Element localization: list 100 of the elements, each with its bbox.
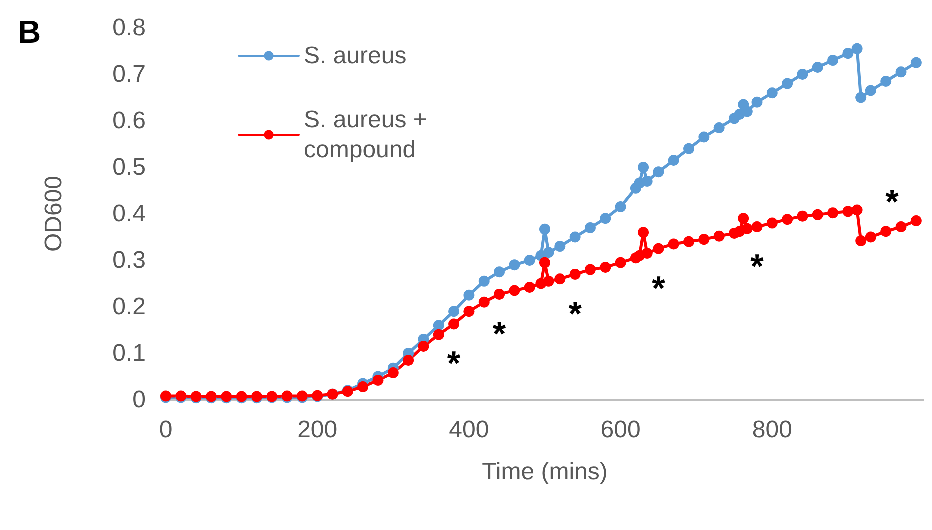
point: [797, 69, 808, 80]
text: B: [18, 14, 42, 50]
x-tick-label: 200: [298, 416, 338, 444]
y-tick-label: 0.2: [112, 294, 146, 320]
y-tick-label: 0.6: [112, 108, 146, 134]
point: [782, 78, 794, 90]
point: [852, 43, 863, 54]
point: [896, 66, 907, 78]
point: [543, 276, 554, 287]
point: [600, 262, 612, 273]
legend-label: S. aureus: [304, 42, 407, 70]
point: [448, 306, 460, 318]
point: [464, 290, 475, 301]
point: [714, 122, 725, 134]
point: [494, 266, 506, 278]
point: [615, 257, 626, 268]
point: [494, 288, 506, 300]
point: [540, 257, 550, 268]
y-tick-label: 0.8: [112, 14, 146, 42]
x-tick-label: 400: [449, 416, 490, 444]
point: [388, 368, 399, 379]
annotation: *: [568, 295, 583, 334]
point: [433, 320, 444, 332]
point: [554, 241, 566, 252]
point: [433, 329, 444, 340]
point: [540, 224, 550, 235]
point: [766, 218, 778, 229]
point: [910, 57, 922, 68]
point: [856, 92, 867, 104]
point: [842, 206, 854, 218]
legend-label: S. aureus + compound: [304, 106, 434, 164]
point: [584, 222, 596, 234]
point: [543, 247, 554, 258]
point: [856, 235, 867, 246]
point: [570, 232, 581, 243]
point: [812, 62, 824, 74]
point: [865, 85, 876, 96]
point: [797, 210, 808, 222]
point: [668, 155, 680, 166]
point: [509, 260, 520, 271]
y-tick-label: 0.3: [112, 247, 146, 274]
point: [478, 296, 490, 308]
annotation: *: [492, 315, 507, 354]
point: [842, 48, 854, 60]
annotation: *: [447, 345, 462, 384]
annotation: *: [652, 270, 666, 308]
point: [653, 243, 664, 254]
point: [852, 204, 863, 216]
point: [600, 213, 612, 224]
point: [880, 76, 892, 87]
point: [684, 143, 695, 154]
point: [418, 341, 430, 352]
point: [828, 55, 839, 66]
point: [448, 318, 460, 330]
point: [642, 176, 653, 187]
y-tick-label: 0.4: [112, 200, 146, 228]
point: [752, 222, 763, 233]
point: [742, 223, 753, 234]
point: [896, 222, 907, 233]
point: [554, 274, 566, 285]
x-tick-label: 600: [600, 416, 641, 444]
point: [910, 215, 922, 226]
point: [403, 354, 414, 366]
point: [524, 282, 536, 293]
point: [478, 276, 490, 287]
point: [782, 214, 794, 226]
point: [766, 88, 778, 99]
point: [464, 306, 475, 318]
point: [865, 232, 876, 243]
y-tick-label: 0.5: [112, 154, 146, 181]
y-tick-label: 0.1: [112, 340, 146, 367]
point: [372, 374, 384, 386]
point: [668, 238, 680, 250]
point: [509, 285, 520, 296]
x-tick-label: 800: [752, 416, 792, 444]
x-axis-title: Time (mins): [482, 458, 608, 486]
point: [584, 264, 596, 276]
point: [828, 208, 839, 219]
point: [638, 227, 650, 238]
point: [812, 209, 824, 220]
point: [880, 226, 892, 238]
point: [698, 132, 710, 143]
point: [638, 162, 650, 173]
y-tick-label: 0: [132, 386, 146, 414]
point: [742, 106, 753, 118]
point: [684, 236, 695, 248]
point: [358, 381, 369, 392]
annotation: *: [750, 248, 765, 286]
x-tick-label: 0: [159, 416, 173, 444]
point: [524, 255, 536, 266]
point: [752, 96, 763, 108]
point: [738, 213, 750, 224]
point: [653, 166, 664, 178]
y-axis-title: OD600: [40, 176, 68, 252]
y-tick-label: 0.7: [112, 61, 146, 88]
annotation: *: [886, 183, 900, 222]
point: [698, 234, 710, 246]
point: [570, 268, 581, 280]
point: [615, 202, 626, 213]
point: [714, 230, 725, 242]
